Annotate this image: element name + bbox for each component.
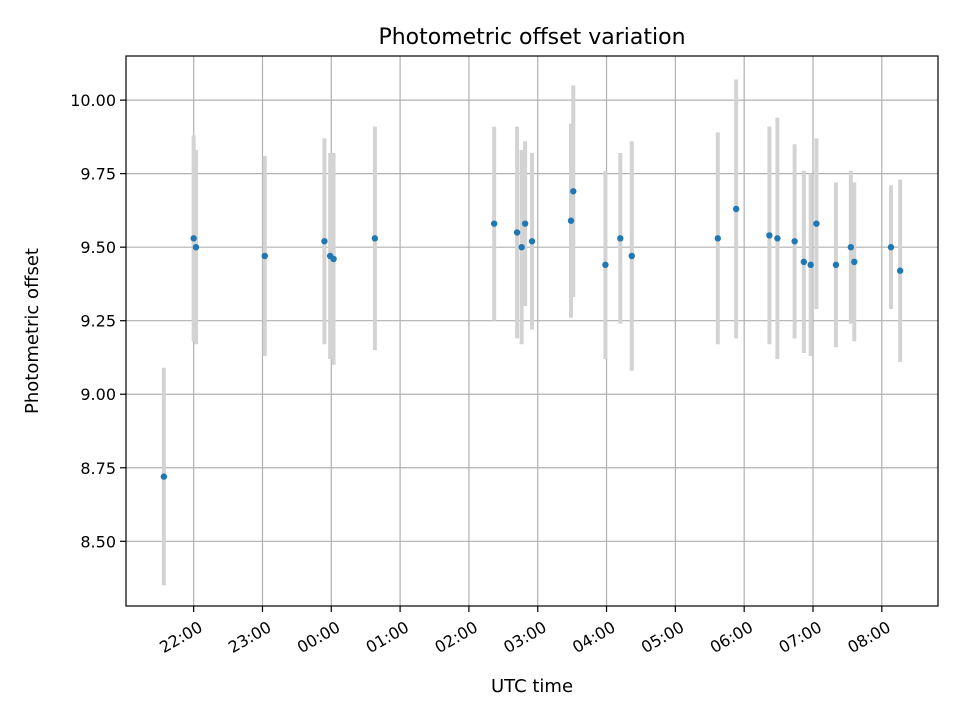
data-point [887, 243, 895, 251]
plot-frame [125, 55, 939, 607]
y-tick-label: 9.00 [80, 385, 116, 404]
y-tick-label: 10.00 [70, 91, 116, 110]
data-point [190, 235, 197, 242]
data-point [160, 473, 168, 480]
y-tick-label: 9.75 [80, 165, 116, 184]
data-point [521, 220, 529, 227]
data-point [261, 252, 268, 260]
point-layer [160, 188, 904, 480]
data-point [518, 243, 525, 251]
chart-title: Photometric offset variation [378, 25, 685, 50]
y-tick-label: 9.50 [80, 238, 116, 257]
x-tick-label: 01:00 [363, 617, 412, 657]
data-point [807, 261, 814, 269]
y-tick-label: 8.75 [80, 459, 116, 478]
data-point [513, 229, 521, 236]
data-point [490, 220, 498, 227]
data-point [766, 232, 773, 239]
data-point [570, 188, 577, 195]
errorbar-layer [161, 79, 903, 586]
x-tick-label: 07:00 [776, 617, 825, 657]
x-tick-label: 23:00 [225, 617, 274, 657]
x-tick-label: 08:00 [844, 617, 893, 657]
x-tick-label: 22:00 [156, 617, 205, 657]
data-point [847, 243, 855, 251]
data-point [774, 235, 781, 242]
data-point [617, 235, 624, 242]
x-tick-label: 03:00 [500, 617, 549, 657]
data-point [628, 252, 635, 260]
data-point [192, 243, 200, 251]
y-tick-label: 8.50 [80, 532, 116, 551]
x-tick-label: 06:00 [707, 617, 756, 657]
data-point [832, 261, 840, 269]
data-point [791, 238, 798, 245]
data-point [851, 258, 858, 266]
x-tick-label: 00:00 [294, 617, 343, 657]
x-tick-label: 05:00 [638, 617, 687, 657]
data-point [800, 258, 808, 266]
y-tick-label: 9.25 [80, 312, 116, 331]
data-point [528, 238, 536, 245]
data-point [732, 205, 740, 213]
x-axis-label: UTC time [491, 676, 573, 697]
x-tick-label: 02:00 [431, 617, 480, 657]
data-point [896, 267, 904, 274]
data-point [813, 220, 820, 227]
data-point [714, 235, 721, 242]
data-point [330, 255, 337, 263]
x-tick-label: 04:00 [569, 617, 618, 657]
data-point [371, 235, 379, 242]
data-point [602, 261, 609, 269]
data-point [321, 238, 328, 245]
y-axis-label: Photometric offset [22, 248, 43, 414]
data-point [567, 217, 575, 224]
